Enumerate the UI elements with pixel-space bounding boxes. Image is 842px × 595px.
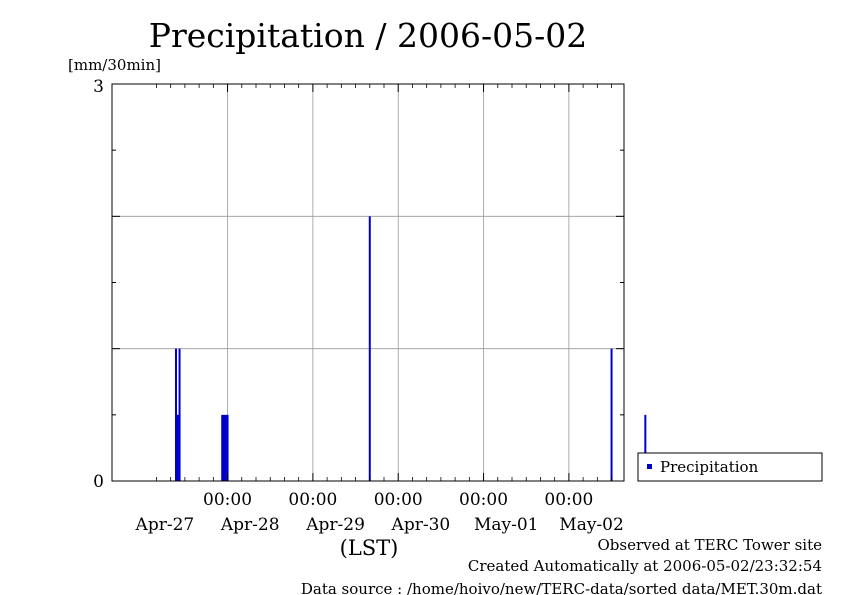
x-tick-date-label: Apr-30 (391, 515, 451, 535)
y-tick-label-bottom: 0 (93, 472, 104, 492)
x-tick-date-label: May-02 (559, 515, 624, 535)
legend-swatch (647, 464, 652, 469)
x-tick-time-label: 00:00 (459, 490, 508, 510)
x-tick-time-label: 00:00 (288, 490, 337, 510)
x-tick-date-label: Apr-28 (220, 515, 280, 535)
legend-label: Precipitation (660, 458, 759, 476)
y-tick-label-top: 3 (93, 77, 104, 97)
footer-created: Created Automatically at 2006-05-02/23:3… (468, 557, 822, 575)
gridlines (112, 84, 624, 481)
x-tick-time-label: 00:00 (203, 490, 252, 510)
x-tick-date-label: Apr-27 (135, 515, 195, 535)
legend-box (637, 452, 823, 482)
x-tick-time-label: 00:00 (374, 490, 423, 510)
x-axis-title: (LST) (340, 536, 399, 560)
chart-title: Precipitation / 2006-05-02 (149, 16, 587, 55)
bars (175, 216, 647, 481)
x-tick-date-label: May-01 (474, 515, 539, 535)
plot-frame (111, 83, 625, 482)
x-tick-time-label: 00:00 (544, 490, 593, 510)
legend: Precipitation (637, 452, 823, 482)
y-axis-unit: [mm/30min] (68, 56, 161, 74)
x-tick-date-label: Apr-29 (305, 515, 365, 535)
footer-observed: Observed at TERC Tower site (597, 536, 822, 554)
x-axis-labels: 00:00 00:00 00:00 00:00 00:00 Apr-27 Apr-28 Apr… (135, 490, 624, 535)
axis-ticks (112, 83, 624, 482)
footer-source: Data source : /home/hoivo/new/TERC-data/… (301, 580, 822, 595)
